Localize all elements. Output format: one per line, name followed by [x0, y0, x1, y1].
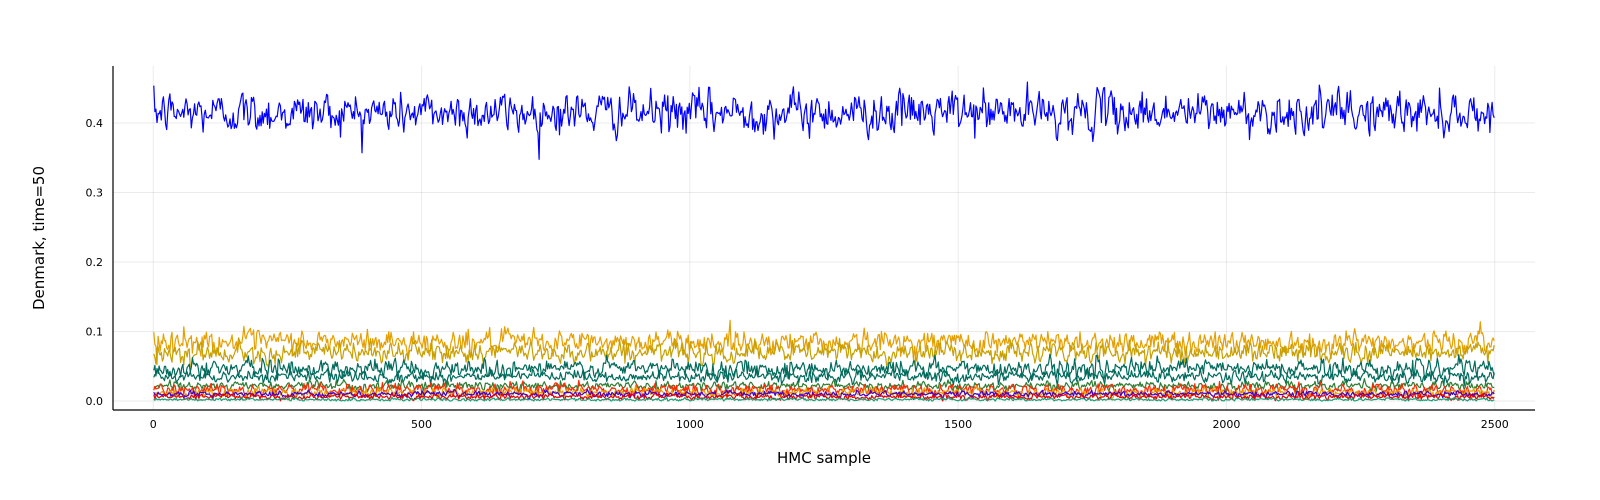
y-tick-labels: 0.0 0.1 0.2 0.3 0.4	[86, 117, 104, 408]
x-axis-title: HMC sample	[777, 449, 871, 467]
series-line-11	[153, 396, 1495, 402]
y-axis-title: Denmark, time=50	[30, 166, 48, 310]
x-tick-label: 2500	[1481, 418, 1509, 431]
series-line-8	[153, 384, 1495, 401]
x-tick-label: 0	[150, 418, 157, 431]
y-tick-label: 0.0	[86, 395, 104, 408]
series-lines	[153, 81, 1495, 402]
axes	[112, 66, 1535, 411]
series-line-1	[153, 81, 1495, 160]
x-tick-label: 2000	[1212, 418, 1240, 431]
y-tick-label: 0.1	[86, 325, 104, 338]
y-tick-label: 0.4	[86, 117, 104, 130]
series-line-3	[153, 337, 1495, 369]
x-tick-label: 1500	[944, 418, 972, 431]
y-tick-label: 0.2	[86, 256, 104, 269]
series-line-7	[153, 379, 1495, 400]
series-line-2	[153, 319, 1495, 366]
x-tick-labels: 0 500 1000 1500 2000 2500	[150, 418, 1509, 431]
series-line-4	[153, 353, 1495, 382]
series-line-10	[153, 391, 1495, 402]
x-tick-label: 500	[411, 418, 432, 431]
series-line-5	[153, 366, 1495, 387]
x-tick-label: 1000	[676, 418, 704, 431]
y-tick-label: 0.3	[86, 186, 104, 199]
